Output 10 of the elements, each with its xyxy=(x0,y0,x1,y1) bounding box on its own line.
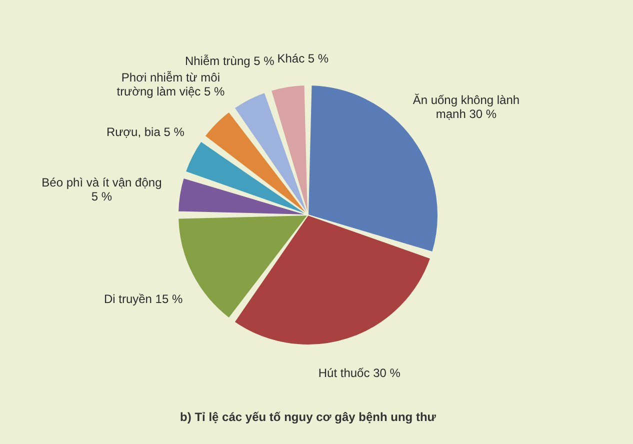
slice-label: Di truyền 15 % xyxy=(104,292,183,306)
slice-label: Hút thuốc 30 % xyxy=(318,366,401,380)
slice-label: Ăn uống không lành mạnh 30 % xyxy=(412,93,520,122)
slice-label: Phơi nhiễm từ môi trường làm việc 5 % xyxy=(116,70,225,99)
slice-label: Béo phì và ít vận động xyxy=(42,175,162,190)
slice-label: Rượu, bia 5 % xyxy=(106,125,185,140)
slice-label: Nhiễm trùng 5 % xyxy=(184,54,275,68)
data-label: 5 % xyxy=(91,189,112,204)
text: b) Tỉ lệ các yếu tố nguy cơ gây bệnh ung thư xyxy=(180,410,436,424)
slice-label: Khác 5 % xyxy=(277,52,329,66)
